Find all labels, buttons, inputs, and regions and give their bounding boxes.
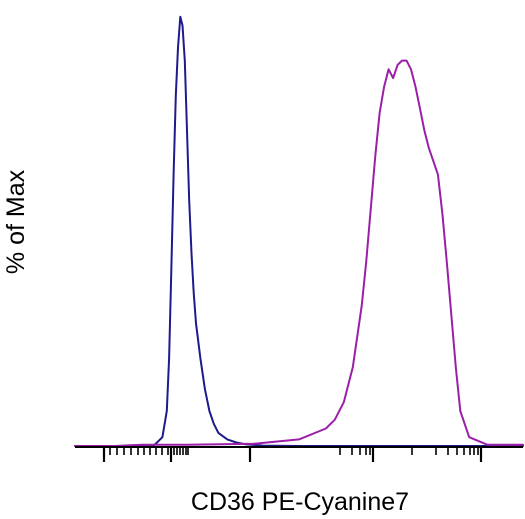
x-axis (75, 446, 523, 462)
series-line-2 (74, 59, 524, 447)
series-line-1 (74, 15, 524, 447)
plot-area (74, 15, 524, 447)
y-axis-label: % of Max (2, 169, 30, 274)
x-axis-label: CD36 PE-Cyanine7 (191, 488, 409, 516)
